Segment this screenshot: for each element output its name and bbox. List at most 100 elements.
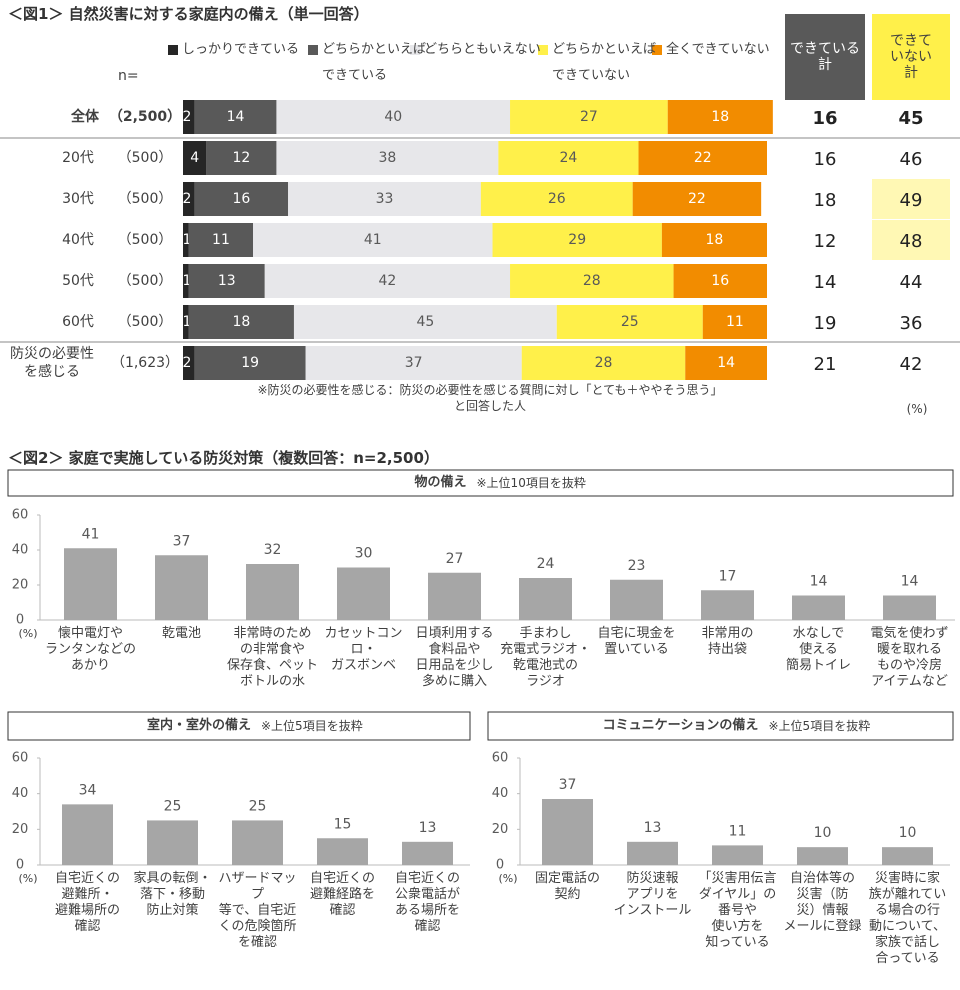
bar <box>428 572 481 620</box>
legend-label: 全くできていない <box>666 42 770 57</box>
bar <box>542 799 593 865</box>
y-tick-label: 60 <box>12 751 29 766</box>
y-tick-label: 60 <box>12 508 29 523</box>
row-n: （500） <box>117 273 173 289</box>
row-n: （1,623） <box>110 355 180 371</box>
segment-label: 19 <box>241 355 259 371</box>
segment-label: 22 <box>694 150 712 166</box>
unit: (%) <box>906 402 928 416</box>
row-n: （500） <box>117 232 173 248</box>
bar-segment <box>183 305 189 339</box>
section-title: ＜図2＞ 家庭で実施している防災対策（複数回答：n=2,500） <box>8 449 439 467</box>
panel-subtitle: ※上位10項目を抜粋 <box>476 476 586 490</box>
segment-label: 37 <box>405 355 423 371</box>
legend-label: しっかりできている <box>182 42 300 57</box>
bar <box>797 847 848 865</box>
bar <box>882 847 933 865</box>
row-label: 40代 <box>62 232 94 248</box>
y-tick-label: 40 <box>12 786 29 801</box>
summary-header: できて いない計 <box>890 33 932 81</box>
bar <box>792 595 845 620</box>
bar <box>402 841 453 865</box>
segment-label: 42 <box>378 273 396 289</box>
y-tick-label: 0 <box>16 858 24 873</box>
value-label: 17 <box>719 568 737 584</box>
segment-label: 11 <box>726 314 744 330</box>
bar-segment <box>183 100 195 134</box>
segment-label: 28 <box>583 273 601 289</box>
category-label: 懐中電灯や ランタンなどの あかり <box>44 626 136 673</box>
category-label: 自宅近くの 避難経路を 確認 <box>309 871 375 918</box>
summary-value: 49 <box>900 190 923 211</box>
bar <box>62 804 113 865</box>
summary-value: 45 <box>898 108 923 129</box>
bar-segment <box>194 100 277 134</box>
bar-segment <box>188 223 254 257</box>
y-tick-label: 20 <box>12 822 29 837</box>
row-n: （500） <box>117 314 173 330</box>
segment-label: 33 <box>376 191 394 207</box>
bar-segment <box>183 346 195 380</box>
category-label: 電気を使わず 暖を取れる ものや冷房 アイテムなど <box>870 626 949 689</box>
segment-label: 13 <box>218 273 236 289</box>
bar-segment <box>480 182 633 216</box>
row-label: 60代 <box>62 314 94 330</box>
y-tick-label: 20 <box>492 822 509 837</box>
summary-header-bg <box>872 14 950 100</box>
segment-label: 12 <box>232 150 250 166</box>
segment-label: 40 <box>384 109 402 125</box>
bar-segment <box>673 264 767 298</box>
legend-swatch <box>538 45 548 55</box>
category-label: 水なしで 使える 簡易トイレ <box>785 626 851 673</box>
category-label: 自治体等の 災害（防 災）情報 メールに登録 <box>783 871 862 934</box>
category-label: 非常時のため の非常食や 保存食、ペット ボトルの水 <box>226 626 318 689</box>
bar-segment <box>276 100 511 134</box>
segment-label: 26 <box>548 191 566 207</box>
bar-segment <box>253 223 493 257</box>
panel-subtitle: ※上位5項目を抜粋 <box>768 719 871 733</box>
segment-label: 38 <box>378 150 396 166</box>
segment-label: 1 <box>183 314 192 330</box>
bar <box>155 555 208 620</box>
bar <box>337 567 390 620</box>
bar-segment <box>638 141 767 175</box>
bar <box>701 590 754 620</box>
bar-segment <box>510 264 674 298</box>
segment-label: 2 <box>183 355 192 371</box>
bar-segment <box>194 182 289 216</box>
value-label: 37 <box>559 777 577 793</box>
bar <box>883 595 936 620</box>
segment-label: 45 <box>416 314 434 330</box>
summary-value: 14 <box>814 272 837 293</box>
summary-value: 42 <box>900 354 923 375</box>
summary-header: できている 計 <box>790 41 860 73</box>
category-label: 災害時に家 族が離れてい る場合の行 動について、 家族で話し 合っている <box>868 871 947 966</box>
category-label: 「災害用伝言 ダイヤル」の 番号や 使い方を 知っている <box>698 871 777 950</box>
value-label: 13 <box>419 820 437 836</box>
y-tick-label: 20 <box>12 578 29 593</box>
panel-box <box>487 711 954 741</box>
segment-label: 18 <box>232 314 250 330</box>
segment-label: 4 <box>190 150 199 166</box>
row-label: 20代 <box>62 150 94 166</box>
value-label: 11 <box>729 823 747 839</box>
value-label: 23 <box>628 558 646 574</box>
row-n: （500） <box>117 191 173 207</box>
value-label: 34 <box>79 782 97 798</box>
bar-segment <box>305 346 522 380</box>
summary-value: 12 <box>814 231 837 252</box>
segment-label: 25 <box>621 314 639 330</box>
bar-segment <box>293 305 557 339</box>
bar-segment <box>188 305 294 339</box>
highlight-cell <box>872 220 950 260</box>
row-label: 全体 <box>71 109 99 125</box>
value-label: 32 <box>264 542 282 558</box>
bar-segment <box>206 141 277 175</box>
bar-segment <box>288 182 481 216</box>
category-label: カセットコンロ・ ガスボンベ <box>324 626 403 673</box>
y-tick-label: 0 <box>496 858 504 873</box>
bar-segment <box>276 141 499 175</box>
bar-segment <box>183 182 195 216</box>
